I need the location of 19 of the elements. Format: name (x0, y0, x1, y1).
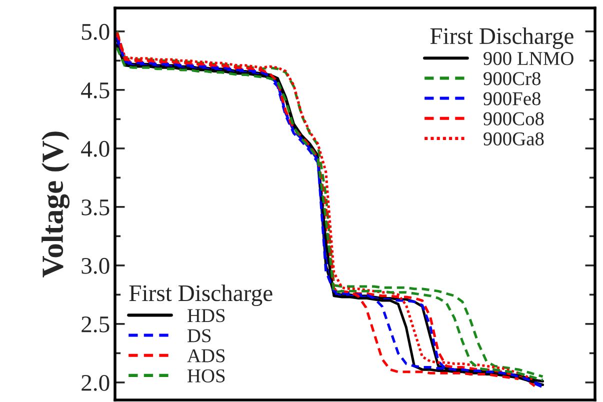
legend-title: First Discharge (430, 27, 574, 49)
legend-label: 900 LNMO (484, 52, 574, 66)
legend-label: 900Cr8 (484, 72, 540, 86)
y-tick-label: 4.0 (81, 140, 110, 157)
legend-label: HDS (188, 309, 225, 322)
legend-label: 900Co8 (484, 112, 544, 126)
legend-label: 900Fe8 (484, 92, 540, 106)
y-tick-label: 3.0 (82, 258, 110, 274)
y-axis-title: Voltage (V) (42, 132, 70, 278)
legend-title: First Discharge (129, 284, 272, 306)
y-tick-label: 4.5 (81, 82, 110, 98)
legend-label: 900Ga8 (484, 132, 544, 146)
y-tick-label: 5.0 (82, 24, 110, 40)
legend-label: DS (188, 329, 211, 342)
y-tick-label: 2.0 (82, 374, 110, 391)
y-tick-label: 2.5 (82, 316, 110, 332)
legend-label: ADS (187, 349, 225, 362)
legend-label: HOS (188, 369, 225, 382)
y-tick-label: 3.5 (82, 199, 110, 216)
